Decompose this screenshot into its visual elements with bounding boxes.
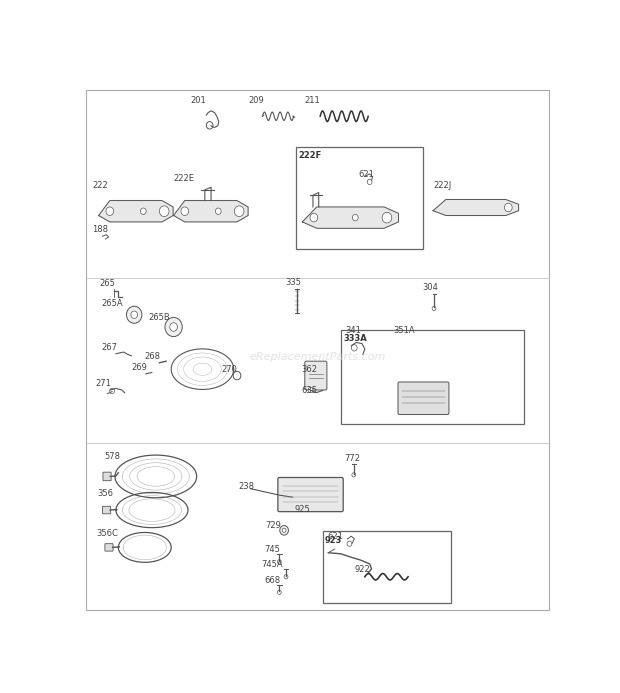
- Text: 635: 635: [301, 386, 317, 395]
- FancyBboxPatch shape: [103, 472, 111, 481]
- Text: 270: 270: [222, 365, 237, 374]
- Circle shape: [432, 306, 436, 310]
- Circle shape: [170, 323, 177, 331]
- Text: 668: 668: [264, 576, 280, 585]
- Text: 188: 188: [92, 225, 108, 234]
- Text: 222: 222: [92, 181, 108, 190]
- Bar: [296, 147, 423, 249]
- Text: 745A: 745A: [261, 560, 283, 569]
- Text: 745: 745: [264, 545, 280, 554]
- FancyBboxPatch shape: [305, 361, 327, 390]
- Text: 729: 729: [265, 521, 281, 530]
- Circle shape: [141, 208, 146, 214]
- Text: 222J: 222J: [433, 181, 451, 190]
- Circle shape: [382, 212, 392, 223]
- Text: 356C: 356C: [97, 529, 118, 538]
- Text: 621: 621: [358, 170, 374, 179]
- Polygon shape: [433, 200, 518, 216]
- Text: 271: 271: [95, 379, 112, 388]
- Text: 201: 201: [190, 96, 206, 105]
- Circle shape: [159, 206, 169, 216]
- Text: 362: 362: [301, 365, 317, 374]
- Text: 269: 269: [131, 363, 147, 372]
- Polygon shape: [174, 200, 248, 222]
- Circle shape: [347, 541, 352, 546]
- Circle shape: [181, 207, 188, 216]
- Text: eReplacementParts.com: eReplacementParts.com: [250, 352, 386, 362]
- FancyBboxPatch shape: [278, 477, 343, 511]
- Text: 238: 238: [239, 482, 254, 491]
- Text: 267: 267: [102, 342, 118, 351]
- Circle shape: [277, 590, 281, 595]
- Circle shape: [505, 203, 512, 212]
- Circle shape: [352, 344, 357, 351]
- Bar: [322, 532, 451, 604]
- Circle shape: [215, 208, 221, 214]
- Circle shape: [367, 179, 372, 184]
- FancyBboxPatch shape: [398, 382, 449, 414]
- Text: 621: 621: [327, 532, 343, 541]
- Text: 351A: 351A: [394, 326, 415, 335]
- Text: 222E: 222E: [174, 175, 195, 184]
- Circle shape: [352, 214, 358, 221]
- Text: 265B: 265B: [149, 313, 170, 322]
- Text: 304: 304: [422, 283, 438, 292]
- Circle shape: [308, 387, 313, 393]
- Circle shape: [234, 206, 244, 216]
- Circle shape: [106, 207, 113, 216]
- Circle shape: [310, 213, 318, 222]
- Circle shape: [233, 371, 241, 380]
- Text: 265A: 265A: [102, 299, 123, 308]
- Circle shape: [110, 388, 115, 394]
- Circle shape: [280, 525, 288, 535]
- Text: 268: 268: [145, 351, 161, 360]
- Text: 341: 341: [345, 326, 361, 335]
- Text: 356: 356: [98, 489, 113, 498]
- Text: 211: 211: [304, 96, 320, 105]
- Text: 772: 772: [344, 454, 360, 463]
- Circle shape: [165, 317, 182, 337]
- FancyBboxPatch shape: [105, 544, 113, 551]
- Polygon shape: [99, 200, 173, 222]
- Circle shape: [284, 574, 288, 579]
- Circle shape: [277, 560, 281, 564]
- Text: 925: 925: [294, 505, 311, 514]
- Bar: [341, 330, 525, 423]
- Text: 333A: 333A: [343, 334, 367, 343]
- Text: 923: 923: [325, 536, 342, 545]
- FancyBboxPatch shape: [102, 507, 110, 514]
- Text: 335: 335: [285, 278, 301, 287]
- Text: 922: 922: [354, 565, 370, 574]
- Circle shape: [282, 528, 286, 532]
- Circle shape: [126, 306, 142, 323]
- Circle shape: [352, 473, 356, 477]
- Text: 265: 265: [99, 279, 115, 288]
- Text: 209: 209: [248, 96, 264, 105]
- Text: 222F: 222F: [298, 152, 322, 161]
- Circle shape: [131, 311, 138, 319]
- Text: 578: 578: [104, 452, 120, 461]
- Polygon shape: [303, 207, 399, 228]
